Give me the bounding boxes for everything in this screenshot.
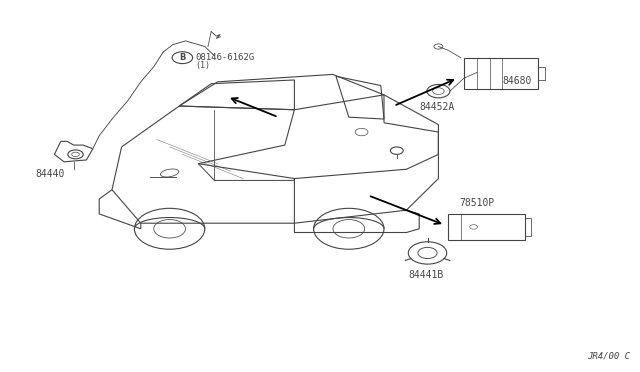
Text: 84440: 84440 [35, 169, 65, 179]
Text: B: B [179, 53, 186, 62]
Text: (1): (1) [195, 61, 210, 70]
Text: JR4/00 C: JR4/00 C [588, 352, 630, 361]
Text: 84441B: 84441B [408, 270, 444, 280]
Text: 08146-6162G: 08146-6162G [195, 53, 254, 62]
Text: 78510P: 78510P [460, 198, 495, 208]
Text: 84452A: 84452A [419, 102, 454, 112]
Text: 84680: 84680 [502, 76, 532, 86]
